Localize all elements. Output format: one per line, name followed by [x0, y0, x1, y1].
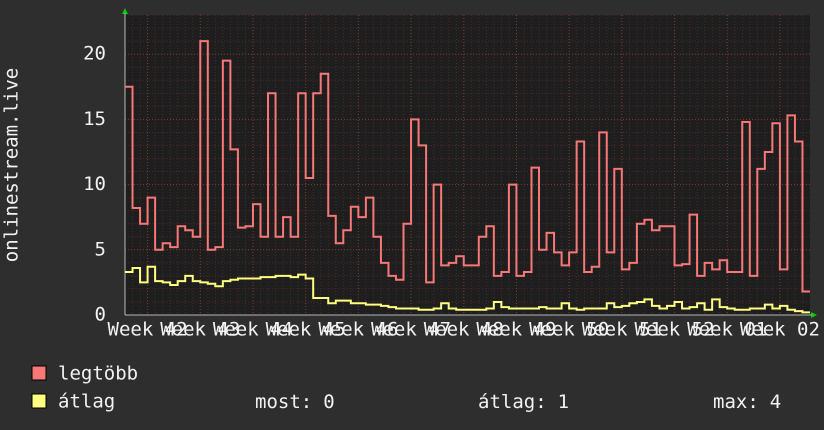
x-tick-label: Week 02: [740, 319, 820, 341]
series-line: [125, 265, 810, 314]
x-tick-label: Week 45: [266, 319, 346, 341]
stat-value: 0: [323, 391, 334, 413]
x-tick-label: Week 48: [424, 319, 504, 341]
y-tick-label: 5: [95, 238, 106, 260]
x-tick-label: Week 47: [371, 319, 451, 341]
axis-arrow: [122, 8, 128, 14]
x-tick-label: Week 49: [476, 319, 556, 341]
y-tick-label: 10: [83, 173, 106, 195]
legend-swatch: [31, 365, 47, 381]
legend-swatch: [31, 393, 47, 409]
y-tick-label: 15: [83, 108, 106, 130]
stat: átlag: 1: [478, 391, 569, 413]
y-tick-label: 20: [83, 43, 106, 65]
x-tick-label: Week 46: [318, 319, 398, 341]
y-axis-label: onlinestream.live: [1, 68, 23, 262]
stat-value: 4: [770, 391, 781, 413]
stat-value: 1: [558, 391, 569, 413]
y-tick-label: 0: [95, 304, 106, 326]
axis-arrow: [811, 312, 817, 318]
stat-label: átlag:: [478, 391, 547, 413]
legend-label: átlag: [58, 391, 115, 413]
x-tick-label: Week 43: [160, 319, 240, 341]
stat-label: most:: [255, 391, 312, 413]
x-tick-label: Week 52: [634, 319, 714, 341]
x-tick-label: Week 50: [529, 319, 609, 341]
x-tick-label: Week 51: [582, 319, 662, 341]
legend-label: legtöbb: [58, 363, 138, 385]
stat: most: 0: [255, 391, 335, 413]
x-tick-label: Week 42: [108, 319, 188, 341]
x-tick-label: Week 01: [687, 319, 767, 341]
series-line: [125, 40, 810, 293]
x-tick-label: Week 44: [213, 319, 293, 341]
stat: max: 4: [713, 391, 781, 413]
stat-label: max:: [713, 391, 759, 413]
